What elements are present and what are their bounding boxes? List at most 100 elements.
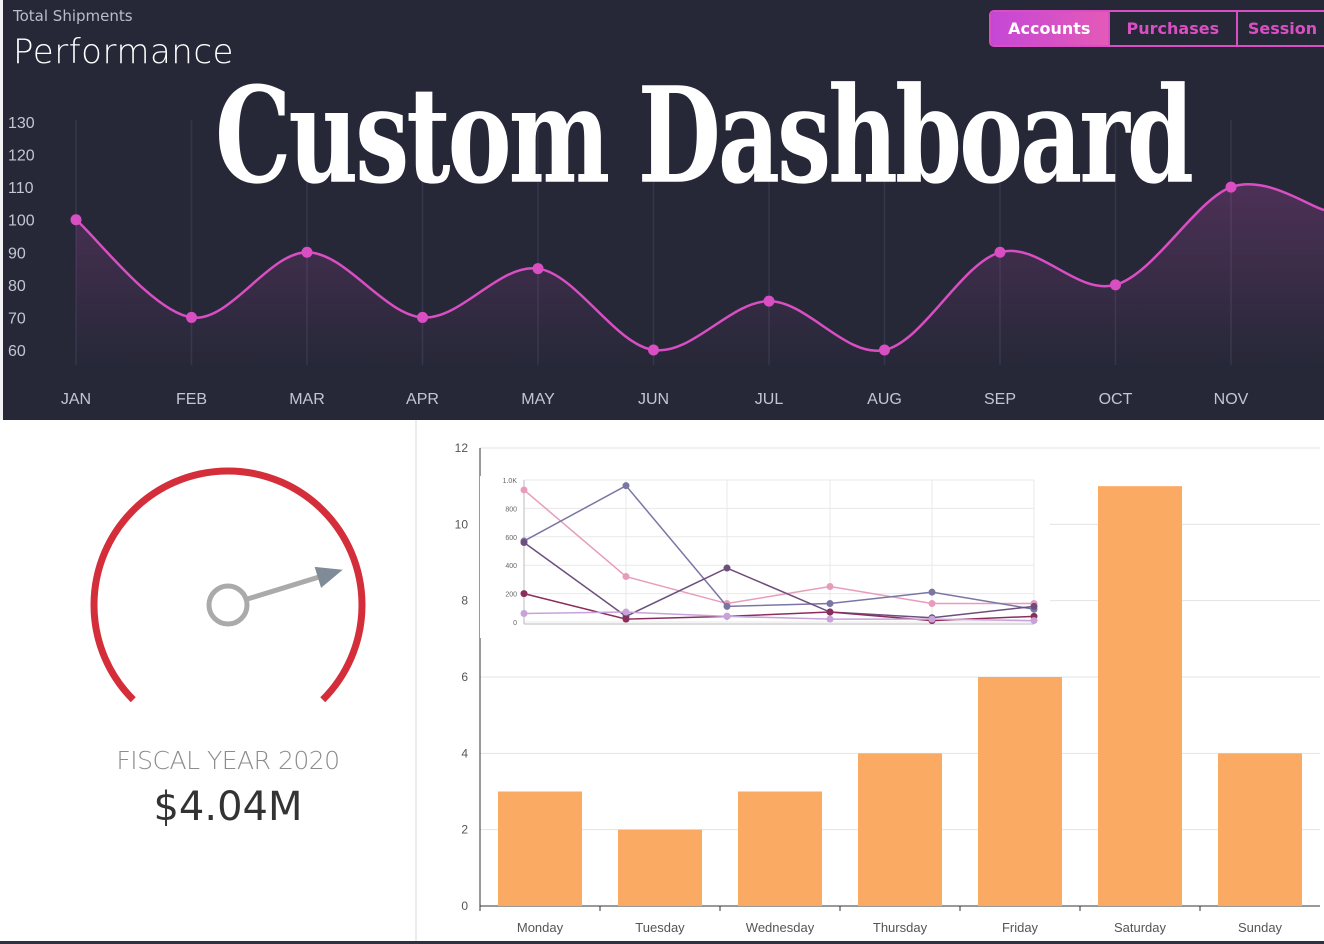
gauge-needle [246, 574, 321, 602]
x-tick-label: JUN [638, 391, 669, 408]
inset-data-point [826, 615, 834, 623]
inset-y-tick-label: 600 [505, 535, 517, 542]
inset-data-point [723, 612, 731, 620]
y-tick-label: 110 [8, 180, 34, 197]
data-point [763, 295, 775, 307]
tab-accounts[interactable]: Accounts [991, 12, 1110, 45]
gauge-pointer-icon [314, 566, 343, 588]
gauge-arc [90, 467, 366, 703]
tab-session[interactable]: Session [1247, 19, 1318, 38]
inset-data-point [622, 482, 630, 490]
x-tick-label: OCT [1099, 391, 1133, 408]
data-point [186, 311, 197, 323]
y-tick-label: 8 [461, 594, 468, 608]
inset-y-tick-label: 800 [505, 506, 517, 513]
inset-y-tick-label: 0 [513, 620, 517, 627]
x-tick-label: NOV [1214, 391, 1249, 408]
inset-data-point [928, 615, 936, 623]
inset-data-point [622, 615, 630, 623]
inset-background [480, 476, 1050, 638]
inset-data-point [520, 486, 528, 494]
performance-line-chart: 60 70 80 90 100 110 120 130 JAN FEB MAR APR MAY JUN J… [8, 115, 1324, 408]
x-tick-label: JUL [755, 391, 784, 408]
bar [858, 753, 942, 906]
data-point [532, 263, 544, 275]
x-tick-label: Friday [1002, 920, 1039, 935]
x-tick-label: Wednesday [746, 920, 815, 935]
x-tick-label: Sunday [1238, 920, 1283, 935]
inset-data-point [1030, 617, 1038, 625]
x-tick-label: AUG [867, 391, 902, 408]
y-tick-label: 100 [8, 213, 35, 230]
x-tick-label: SEP [984, 391, 1016, 408]
y-tick-label: 12 [455, 441, 469, 455]
inset-y-tick-label: 400 [505, 563, 517, 570]
bar [1098, 486, 1182, 906]
data-point [417, 311, 428, 323]
data-point [70, 214, 82, 226]
inset-data-point [826, 583, 834, 590]
inset-data-point [723, 564, 731, 572]
inset-data-point [520, 590, 528, 598]
inset-line-chart: 0 200 400 600 800 1.0K [480, 476, 1050, 638]
bottom-border [0, 941, 1324, 944]
data-point [994, 246, 1006, 258]
inset-series-line [523, 611, 1035, 622]
inset-data-point [928, 600, 936, 608]
y-tick-label: 2 [461, 823, 468, 837]
inset-data-point [723, 602, 731, 610]
y-tick-label: 6 [461, 670, 468, 684]
tab-bar: Accounts Purchases Session [989, 10, 1324, 47]
y-tick-label: 90 [8, 245, 26, 262]
panel-divider [415, 420, 417, 944]
bar [1218, 753, 1302, 906]
x-tick-label: Monday [517, 920, 564, 935]
inset-series-line [523, 489, 1034, 605]
bar [618, 829, 702, 906]
banner-heading: Custom Dashboard [215, 57, 1194, 214]
gauge-hub [206, 583, 250, 627]
x-tick-label: JAN [61, 391, 91, 408]
performance-area [76, 184, 1324, 365]
data-point [1110, 279, 1121, 291]
y-tick-label: 4 [461, 746, 468, 760]
chart-subtitle: Total Shipments [13, 7, 133, 25]
y-tick-label: 60 [8, 343, 26, 360]
x-tick-label: Saturday [1114, 920, 1167, 935]
data-point [301, 246, 313, 258]
bar [738, 791, 822, 906]
x-tick-label: MAR [289, 391, 325, 408]
y-tick-label: 70 [8, 310, 26, 327]
x-tick-label: Thursday [873, 920, 928, 935]
x-tick-label: FEB [176, 391, 207, 408]
inset-series-line [523, 484, 1035, 610]
data-point [648, 344, 659, 356]
inset-data-point [826, 608, 834, 616]
gauge-value: $4.04M [153, 784, 303, 830]
inset-data-point [520, 538, 528, 546]
y-tick-label: 10 [455, 517, 469, 531]
chart-title: Performance [13, 32, 234, 72]
x-tick-label: Tuesday [635, 920, 685, 935]
panel-edge [0, 0, 3, 420]
x-tick-label: MAY [521, 391, 555, 408]
y-tick-label: 130 [8, 115, 35, 132]
inset-y-tick-label: 200 [505, 592, 517, 599]
inset-data-point [520, 609, 528, 617]
inset-data-point [622, 608, 630, 616]
inset-data-point [928, 588, 936, 596]
gauge-label: FISCAL YEAR 2020 [116, 746, 340, 775]
y-tick-label: 0 [461, 899, 468, 913]
inset-series-line [523, 541, 1035, 619]
inset-data-point [622, 573, 630, 581]
tab-purchases[interactable]: Purchases [1110, 12, 1239, 45]
inset-data-point [826, 600, 834, 608]
y-tick-label: 80 [8, 278, 26, 295]
fiscal-gauge [90, 467, 366, 703]
data-point [879, 344, 890, 356]
inset-y-tick-label: 1.0K [503, 478, 518, 485]
inset-data-point [1030, 602, 1038, 610]
data-point [1225, 181, 1237, 193]
y-tick-label: 120 [8, 148, 35, 165]
x-tick-label: APR [406, 391, 439, 408]
